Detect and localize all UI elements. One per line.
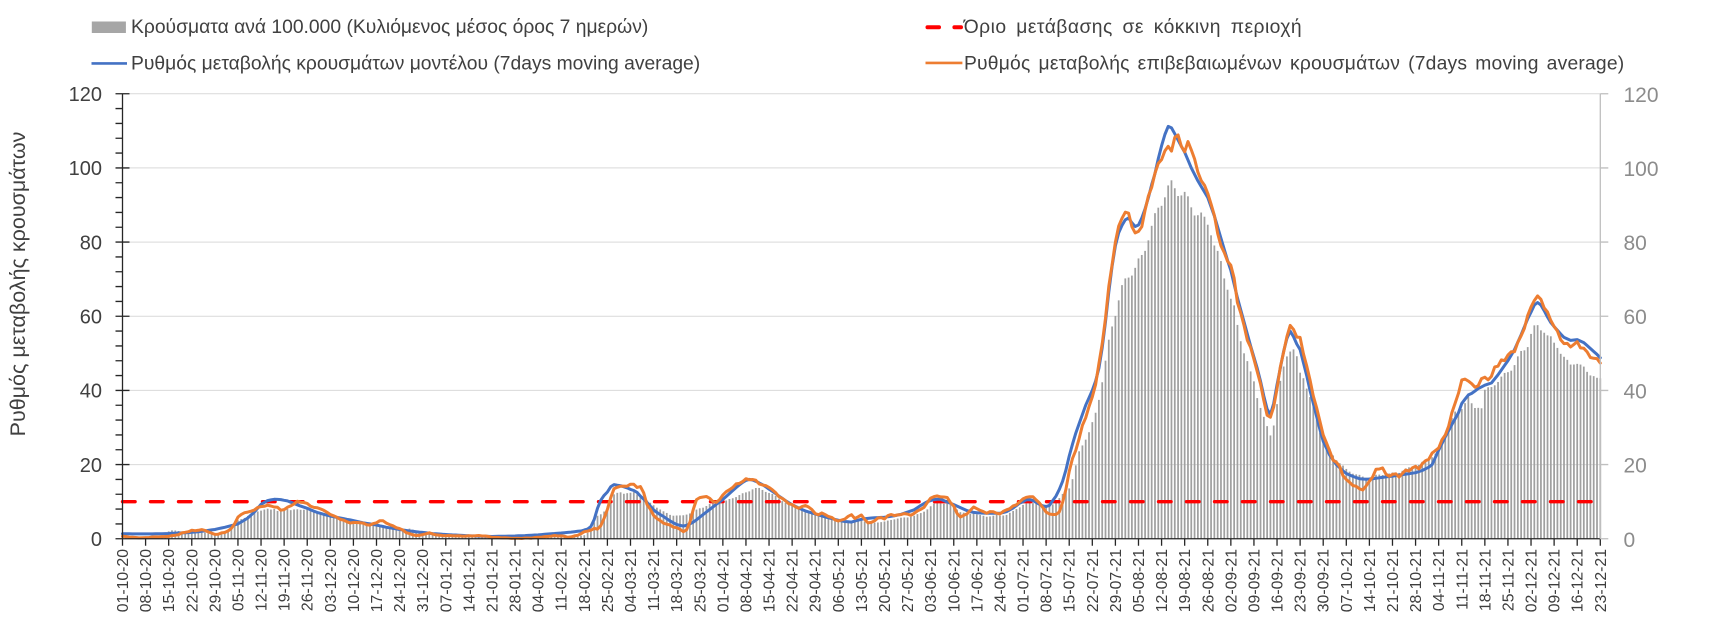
svg-text:21-01-21: 21-01-21 bbox=[484, 549, 501, 612]
svg-text:08-07-21: 08-07-21 bbox=[1039, 549, 1056, 612]
svg-text:31-12-20: 31-12-20 bbox=[415, 549, 432, 612]
svg-text:09-09-21: 09-09-21 bbox=[1246, 549, 1263, 612]
svg-text:29-07-21: 29-07-21 bbox=[1108, 549, 1125, 612]
svg-text:100: 100 bbox=[1624, 158, 1659, 181]
svg-text:23-09-21: 23-09-21 bbox=[1293, 549, 1310, 612]
svg-text:19-11-20: 19-11-20 bbox=[277, 549, 294, 611]
svg-text:18-02-21: 18-02-21 bbox=[577, 549, 594, 612]
svg-text:Κρούσματα ανά 100.000 (Κυλιόμε: Κρούσματα ανά 100.000 (Κυλιόμενος μέσος … bbox=[131, 17, 648, 38]
svg-text:100: 100 bbox=[69, 158, 102, 180]
svg-text:28-01-21: 28-01-21 bbox=[508, 549, 525, 612]
svg-text:14-01-21: 14-01-21 bbox=[461, 549, 478, 612]
svg-text:0: 0 bbox=[1624, 529, 1636, 552]
svg-text:18-11-21: 18-11-21 bbox=[1477, 549, 1494, 611]
svg-text:26-08-21: 26-08-21 bbox=[1200, 549, 1217, 612]
svg-text:Ρυθμός μεταβολής κρουσμάτων: Ρυθμός μεταβολής κρουσμάτων bbox=[6, 132, 30, 437]
svg-text:10-12-20: 10-12-20 bbox=[346, 549, 363, 612]
svg-text:24-06-21: 24-06-21 bbox=[992, 549, 1009, 612]
svg-text:40: 40 bbox=[80, 381, 102, 403]
svg-text:15-07-21: 15-07-21 bbox=[1062, 549, 1079, 612]
svg-text:Ρυθμός μεταβολής επιβεβαιωμένω: Ρυθμός μεταβολής επιβεβαιωμένων κρουσμάτ… bbox=[964, 54, 1624, 75]
svg-text:03-06-21: 03-06-21 bbox=[923, 549, 940, 612]
svg-text:20: 20 bbox=[80, 455, 102, 477]
svg-text:15-10-20: 15-10-20 bbox=[161, 549, 178, 612]
svg-text:26-11-20: 26-11-20 bbox=[300, 549, 317, 611]
svg-text:04-02-21: 04-02-21 bbox=[531, 549, 548, 612]
svg-text:19-08-21: 19-08-21 bbox=[1177, 549, 1194, 612]
svg-text:25-03-21: 25-03-21 bbox=[692, 549, 709, 612]
svg-text:18-03-21: 18-03-21 bbox=[669, 549, 686, 612]
svg-text:01-04-21: 01-04-21 bbox=[715, 549, 732, 612]
svg-text:22-07-21: 22-07-21 bbox=[1085, 549, 1102, 612]
svg-text:13-05-21: 13-05-21 bbox=[854, 549, 871, 612]
svg-text:10-06-21: 10-06-21 bbox=[946, 549, 963, 612]
svg-text:04-11-21: 04-11-21 bbox=[1431, 549, 1448, 611]
svg-text:25-11-21: 25-11-21 bbox=[1500, 549, 1517, 611]
svg-text:60: 60 bbox=[1624, 306, 1647, 329]
svg-text:120: 120 bbox=[69, 84, 102, 106]
svg-text:04-03-21: 04-03-21 bbox=[623, 549, 640, 612]
svg-text:16-12-21: 16-12-21 bbox=[1570, 549, 1587, 612]
svg-text:25-02-21: 25-02-21 bbox=[600, 549, 617, 612]
svg-text:05-08-21: 05-08-21 bbox=[1131, 549, 1148, 612]
svg-text:0: 0 bbox=[91, 529, 102, 551]
svg-text:20-05-21: 20-05-21 bbox=[877, 549, 894, 612]
svg-text:16-09-21: 16-09-21 bbox=[1270, 549, 1287, 612]
svg-text:01-07-21: 01-07-21 bbox=[1016, 549, 1033, 612]
svg-text:01-10-20: 01-10-20 bbox=[115, 549, 132, 612]
svg-text:11-11-21: 11-11-21 bbox=[1454, 549, 1471, 610]
svg-text:12-08-21: 12-08-21 bbox=[1154, 549, 1171, 612]
svg-text:09-12-21: 09-12-21 bbox=[1547, 549, 1564, 612]
svg-text:21-10-21: 21-10-21 bbox=[1385, 549, 1402, 612]
svg-text:22-04-21: 22-04-21 bbox=[785, 549, 802, 612]
svg-text:07-10-21: 07-10-21 bbox=[1339, 549, 1356, 612]
svg-text:20: 20 bbox=[1624, 455, 1647, 478]
svg-text:11-02-21: 11-02-21 bbox=[554, 549, 571, 611]
svg-text:15-04-21: 15-04-21 bbox=[762, 549, 779, 612]
svg-text:14-10-21: 14-10-21 bbox=[1362, 549, 1379, 612]
svg-text:02-09-21: 02-09-21 bbox=[1223, 549, 1240, 612]
svg-text:05-11-20: 05-11-20 bbox=[231, 549, 248, 611]
svg-text:24-12-20: 24-12-20 bbox=[392, 549, 409, 612]
svg-text:27-05-21: 27-05-21 bbox=[900, 549, 917, 612]
svg-text:28-10-21: 28-10-21 bbox=[1408, 549, 1425, 612]
svg-text:29-04-21: 29-04-21 bbox=[808, 549, 825, 612]
svg-text:29-10-20: 29-10-20 bbox=[207, 549, 224, 612]
svg-text:06-05-21: 06-05-21 bbox=[831, 549, 848, 612]
svg-text:23-12-21: 23-12-21 bbox=[1593, 549, 1610, 612]
svg-text:17-12-20: 17-12-20 bbox=[369, 549, 386, 612]
svg-text:08-10-20: 08-10-20 bbox=[138, 549, 155, 612]
svg-text:60: 60 bbox=[80, 306, 102, 328]
svg-text:80: 80 bbox=[1624, 232, 1647, 255]
svg-text:03-12-20: 03-12-20 bbox=[323, 549, 340, 612]
svg-text:30-09-21: 30-09-21 bbox=[1316, 549, 1333, 612]
svg-text:02-12-21: 02-12-21 bbox=[1524, 549, 1541, 612]
svg-text:08-04-21: 08-04-21 bbox=[738, 549, 755, 612]
svg-text:07-01-21: 07-01-21 bbox=[438, 549, 455, 612]
svg-text:80: 80 bbox=[80, 232, 102, 254]
svg-text:120: 120 bbox=[1624, 84, 1659, 107]
svg-text:12-11-20: 12-11-20 bbox=[254, 549, 271, 611]
svg-text:40: 40 bbox=[1624, 380, 1647, 403]
svg-text:22-10-20: 22-10-20 bbox=[184, 549, 201, 612]
svg-text:Ρυθμός μεταβολής κρουσμάτων μο: Ρυθμός μεταβολής κρουσμάτων μοντέλου (7d… bbox=[131, 54, 700, 75]
svg-text:17-06-21: 17-06-21 bbox=[969, 549, 986, 612]
svg-text:11-03-21: 11-03-21 bbox=[646, 549, 663, 611]
svg-text:Όριο μετάβασης σε κόκκινη περι: Όριο μετάβασης σε κόκκινη περιοχή bbox=[963, 17, 1302, 38]
